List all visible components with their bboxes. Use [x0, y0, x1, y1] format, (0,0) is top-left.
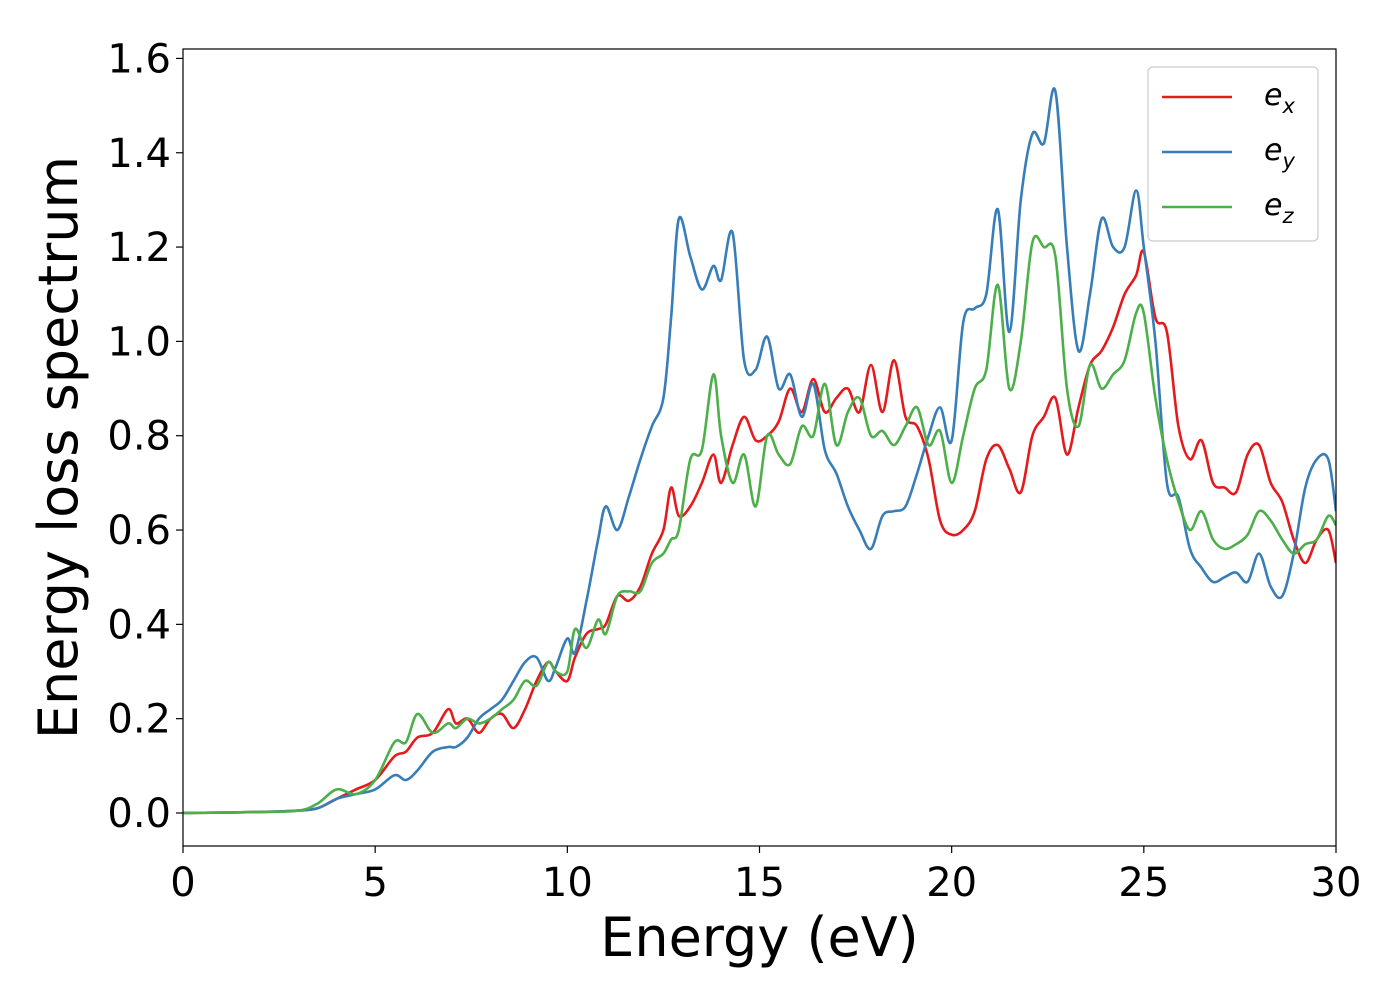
legend-label-base: e — [1264, 78, 1282, 113]
x-axis: 0 5 10 15 20 25 30 — [170, 846, 1361, 906]
x-tick-label: 5 — [362, 860, 387, 906]
legend-label: ey — [1264, 133, 1295, 173]
y-tick-label: 1.6 — [107, 36, 171, 82]
legend-box — [1147, 66, 1319, 242]
legend-label-base: e — [1264, 133, 1282, 168]
y-tick-label: 0.0 — [107, 791, 171, 837]
legend-label-subscript: x — [1281, 94, 1295, 118]
x-tick-label: 20 — [926, 860, 977, 906]
x-tick-label: 0 — [170, 860, 195, 906]
x-tick-label: 30 — [1311, 860, 1362, 906]
y-tick-label: 1.2 — [107, 225, 171, 271]
y-tick-label: 0.2 — [107, 697, 171, 743]
y-tick-label: 0.4 — [107, 602, 171, 648]
series-line-x — [183, 249, 1336, 815]
y-axis: 0.0 0.2 0.4 0.6 0.8 1.0 1.2 1.4 1.6 — [107, 36, 183, 837]
legend-label-base: e — [1264, 188, 1282, 223]
legend-label: ez — [1264, 188, 1294, 228]
y-tick-label: 0.8 — [107, 414, 171, 460]
y-axis-title: Energy loss spectrum — [27, 156, 90, 739]
y-tick-label: 1.0 — [107, 319, 171, 365]
series-line-y — [183, 87, 1336, 815]
x-tick-label: 25 — [1118, 860, 1169, 906]
legend-label: ex — [1264, 78, 1295, 118]
y-tick-label: 1.4 — [107, 131, 171, 177]
legend-label-subscript: y — [1281, 149, 1295, 173]
series-line-z — [183, 234, 1336, 815]
x-tick-label: 10 — [542, 860, 593, 906]
legend-label-subscript: z — [1281, 204, 1294, 228]
series-layer — [183, 87, 1336, 815]
x-axis-title: Energy (eV) — [600, 906, 919, 969]
y-tick-label: 0.6 — [107, 508, 171, 554]
x-tick-label: 15 — [734, 860, 785, 906]
